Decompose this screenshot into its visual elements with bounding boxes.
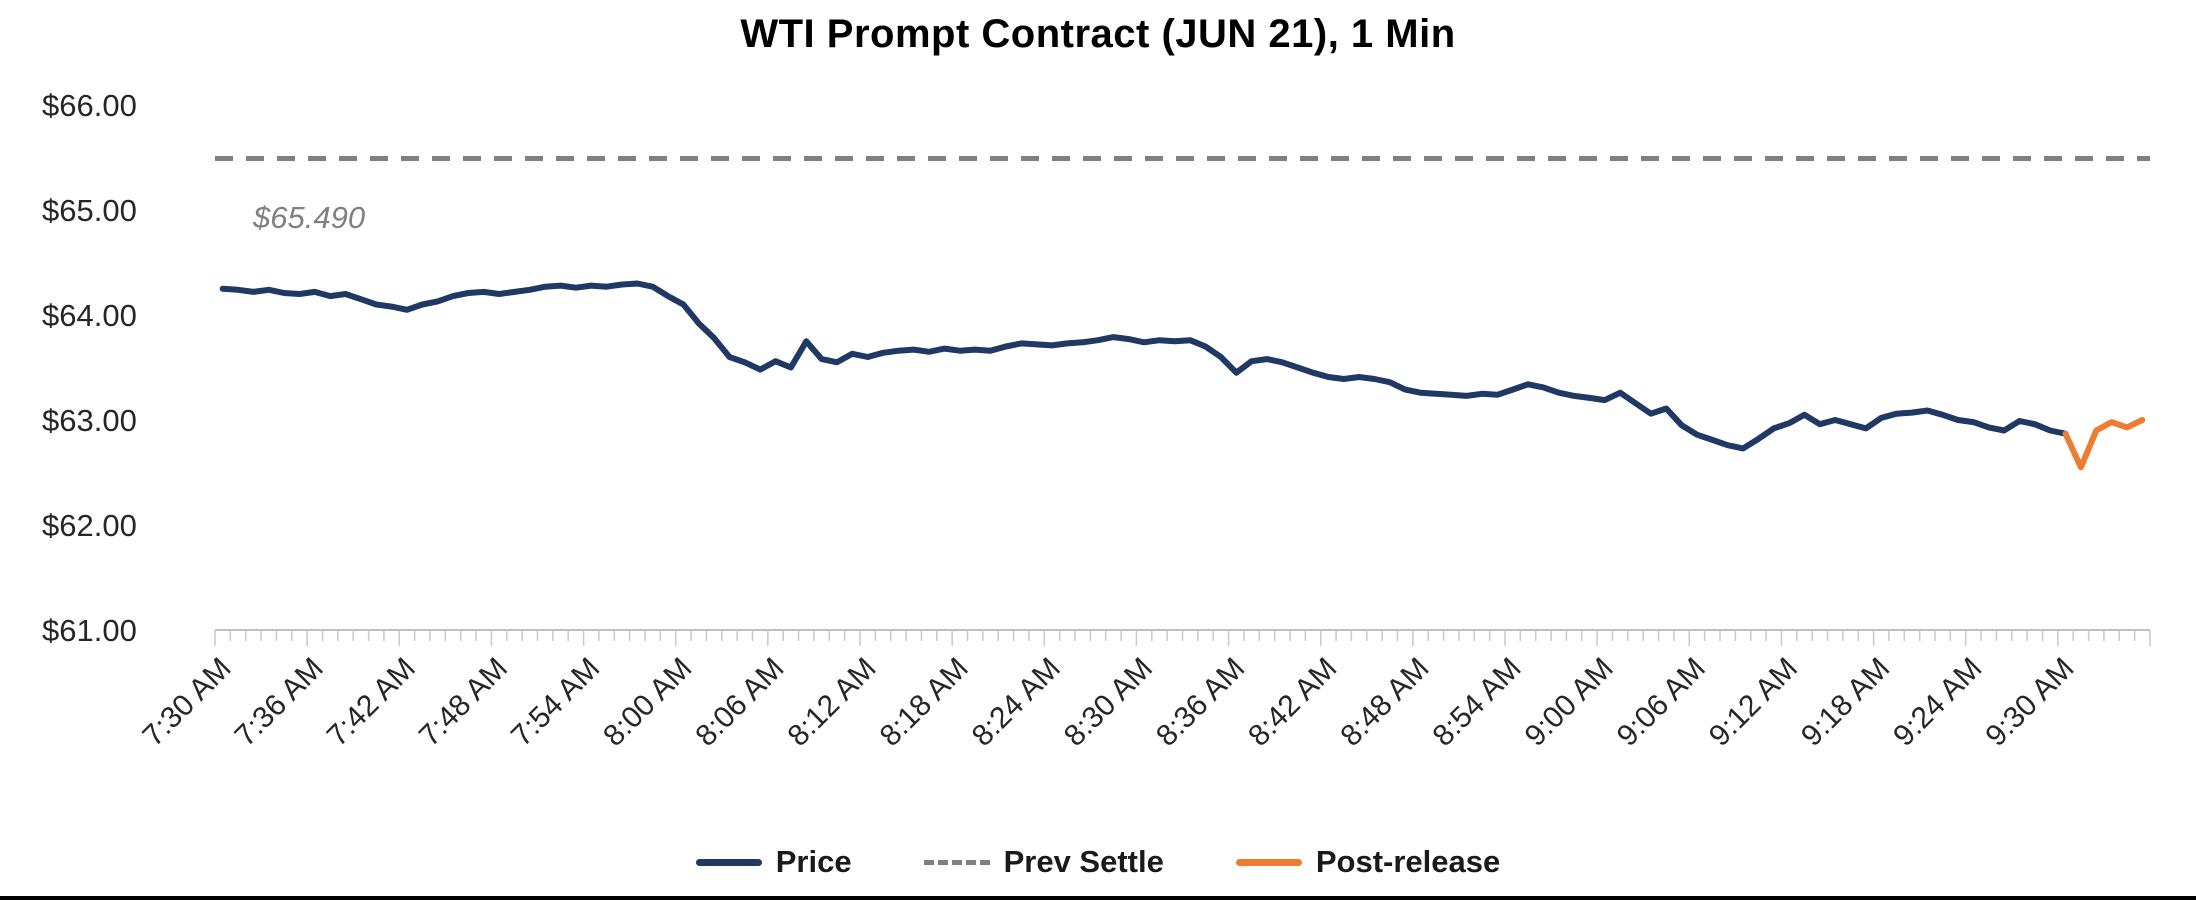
y-axis-label: $61.00 xyxy=(42,613,137,648)
post-release-line-swatch xyxy=(1235,858,1302,866)
series-price xyxy=(219,280,2069,452)
x-axis-label: 9:12 AM xyxy=(1703,652,1804,753)
x-axis-label: 7:48 AM xyxy=(413,652,514,753)
x-axis-label: 8:42 AM xyxy=(1242,652,1343,753)
x-axis-label: 8:54 AM xyxy=(1426,652,1527,753)
x-axis-label: 8:48 AM xyxy=(1334,652,1435,753)
legend-item-price: Price xyxy=(695,844,852,880)
y-axis-label: $62.00 xyxy=(42,508,137,543)
y-axis-label: $66.00 xyxy=(42,88,137,123)
x-axis-label: 7:54 AM xyxy=(505,652,606,753)
x-axis-label: 8:30 AM xyxy=(1058,652,1159,753)
prev-settle-annotation: $65.490 xyxy=(252,200,365,235)
x-axis-label: 9:06 AM xyxy=(1611,652,1712,753)
x-axis-label: 8:36 AM xyxy=(1150,652,1251,753)
x-axis-label: 9:30 AM xyxy=(1979,652,2080,753)
x-axis-label: 8:24 AM xyxy=(966,652,1067,753)
x-axis-label: 8:18 AM xyxy=(874,652,975,753)
x-axis-label: 9:24 AM xyxy=(1887,652,1988,753)
x-axis-label: 9:00 AM xyxy=(1519,652,1620,753)
prev-settle-line-swatch xyxy=(923,859,990,865)
x-axis-label: 8:06 AM xyxy=(689,652,790,753)
x-axis-label: 7:30 AM xyxy=(136,652,237,753)
x-axis-label: 9:18 AM xyxy=(1795,652,1896,753)
legend-item-prev-settle: Prev Settle xyxy=(923,844,1164,880)
legend-label-prev-settle: Prev Settle xyxy=(1003,844,1164,879)
legend-label-post-release: Post-release xyxy=(1315,844,1501,879)
x-axis-label: 8:00 AM xyxy=(597,652,698,753)
y-axis-label: $63.00 xyxy=(42,403,137,438)
x-axis-label: 7:42 AM xyxy=(321,652,422,753)
series-post-release xyxy=(2062,417,2146,471)
y-axis-label: $65.00 xyxy=(42,193,137,228)
legend-item-post-release: Post-release xyxy=(1235,844,1501,880)
y-axis-label: $64.00 xyxy=(42,298,137,333)
x-axis-label: 8:12 AM xyxy=(781,652,882,753)
chart-title: WTI Prompt Contract (JUN 21), 1 Min xyxy=(740,12,1456,56)
price-line-swatch xyxy=(695,858,762,866)
x-axis-label: 7:36 AM xyxy=(229,652,330,753)
chart-legend: Price Prev Settle Post-release xyxy=(0,844,2196,880)
legend-label-price: Price xyxy=(775,844,852,879)
